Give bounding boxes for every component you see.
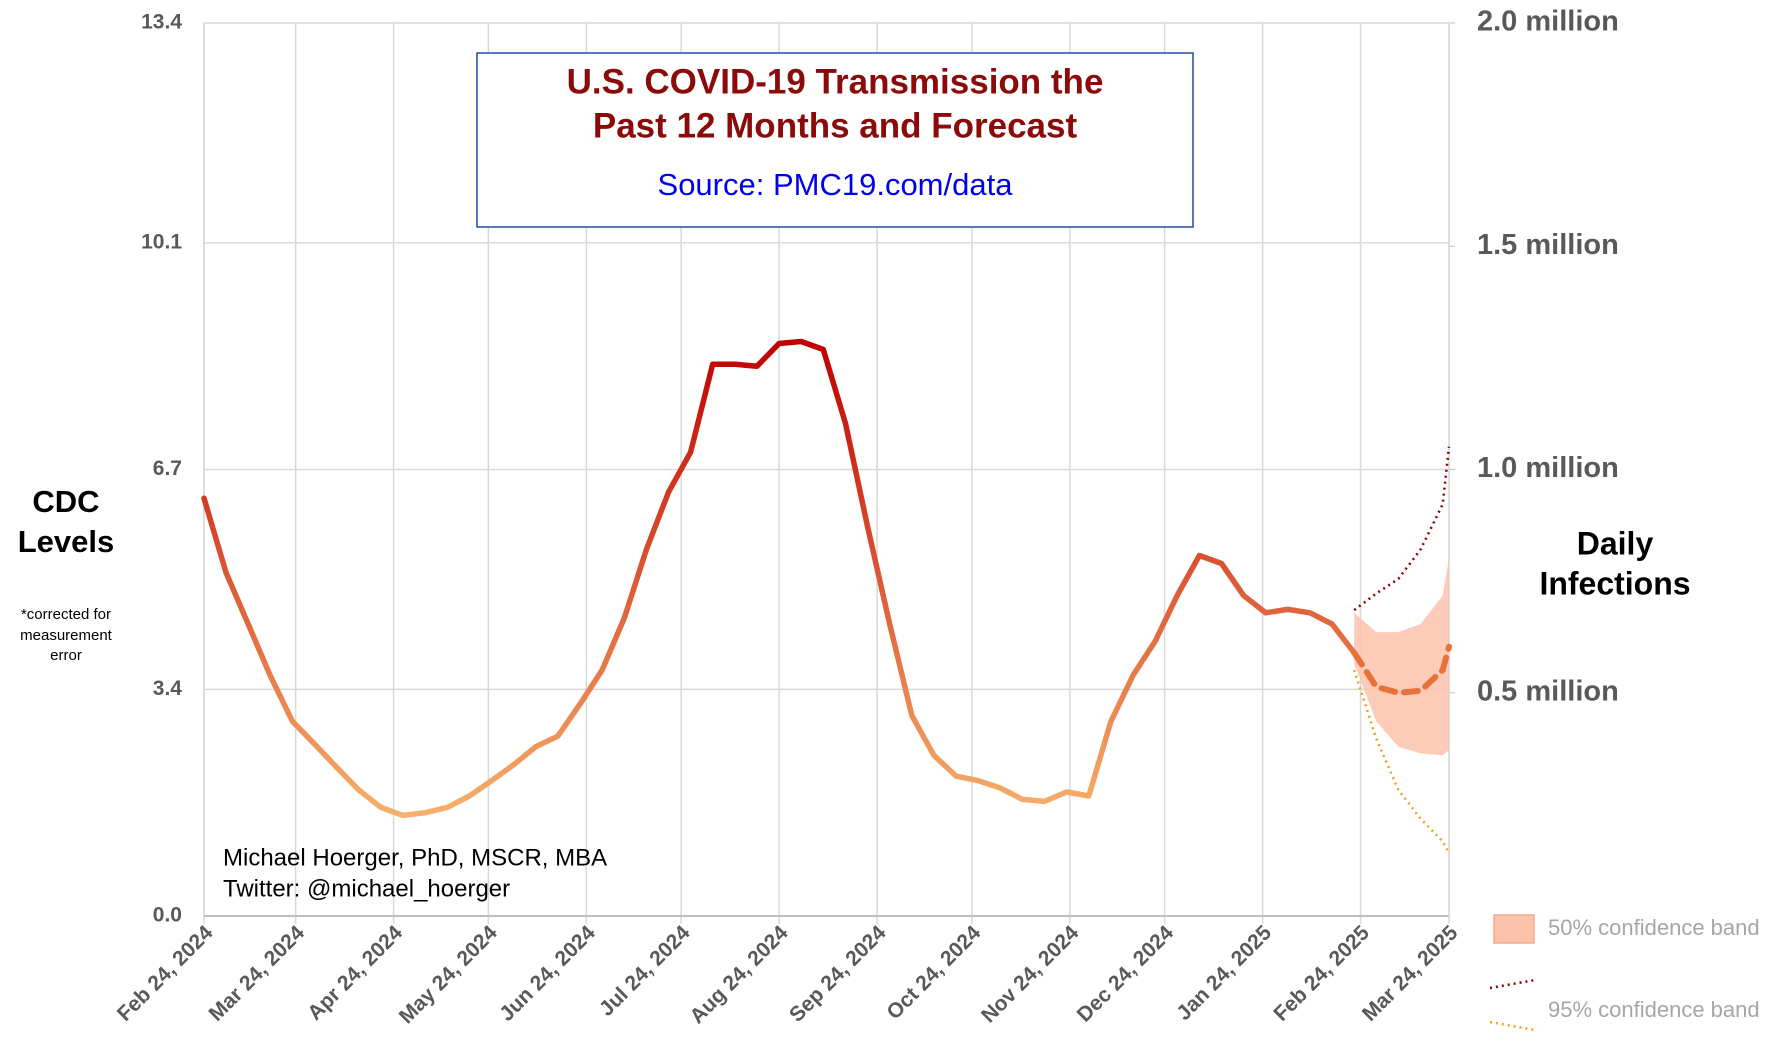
confidence-upper xyxy=(1353,446,1451,612)
y-tick-label: 13.4 xyxy=(141,11,182,34)
y-tick-label: 10.1 xyxy=(141,230,182,253)
y-tick-label: 0.0 xyxy=(153,904,182,927)
line xyxy=(1351,643,1452,696)
chart-subtitle: Source: PMC19.com/data xyxy=(658,167,1014,202)
confidence-lower xyxy=(1353,669,1451,854)
y2-tick-label: 2.0 million xyxy=(1477,6,1619,38)
legend-label: 95% confidence band xyxy=(1548,997,1760,1022)
legend-label: 50% confidence band xyxy=(1548,915,1760,940)
chart-title: U.S. COVID-19 Transmission the xyxy=(567,62,1104,101)
y2-tick-label: 1.5 million xyxy=(1477,229,1619,261)
legend-swatch xyxy=(1489,978,1536,990)
confidence-band xyxy=(1354,558,1449,756)
y-axis-note: *corrected for xyxy=(21,606,111,623)
title-box xyxy=(476,52,1194,228)
y2-axis-label: Infections xyxy=(1539,565,1690,601)
legend: 50% confidence band 95% confidence band xyxy=(1489,914,1760,1032)
y-axis-note: error xyxy=(50,647,82,664)
y-axis-label: CDC xyxy=(32,484,99,519)
chart-title: Past 12 Months and Forecast xyxy=(593,106,1078,145)
line xyxy=(201,338,1357,819)
y2-tick-label: 1.0 million xyxy=(1477,452,1619,484)
y-tick-label: 3.4 xyxy=(153,677,183,700)
y2-tick-label: 0.5 million xyxy=(1477,675,1619,707)
legend-swatch xyxy=(1489,1020,1536,1032)
plot xyxy=(201,338,1452,854)
y2-axis-label: Daily xyxy=(1577,525,1654,561)
legend-swatch xyxy=(1493,914,1535,944)
y-axis-note: measurement xyxy=(20,627,113,644)
annotation: Twitter: @michael_hoerger xyxy=(223,875,510,902)
y-tick-label: 6.7 xyxy=(153,457,182,480)
y-axis-label: Levels xyxy=(18,524,115,559)
annotation: Michael Hoerger, PhD, MSCR, MBA xyxy=(223,844,607,871)
